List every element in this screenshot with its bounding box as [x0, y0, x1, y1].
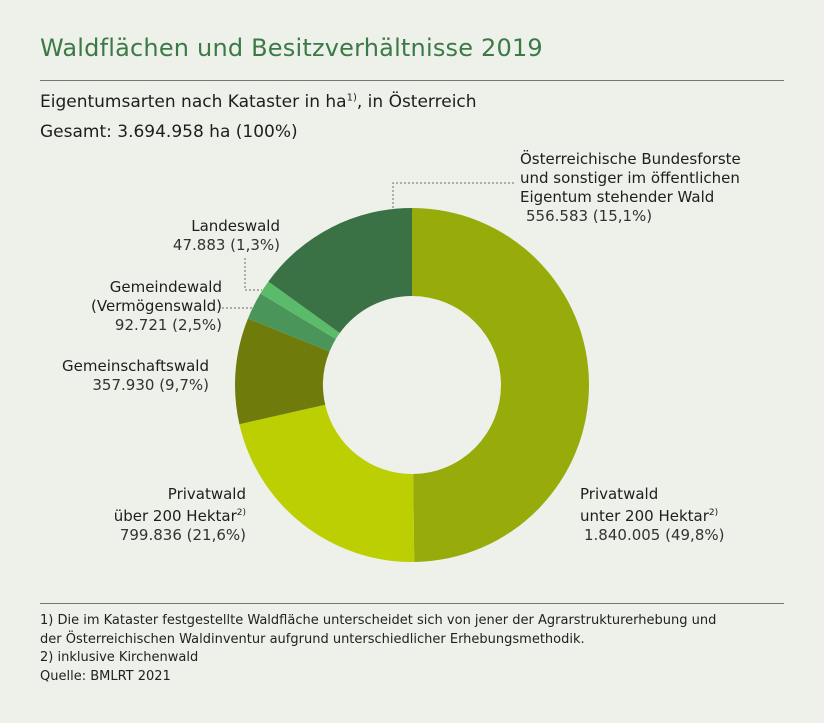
label-line: unter 200 Hektar — [580, 507, 709, 525]
subtitle-text: Eigentumsarten nach Kataster in ha — [40, 92, 347, 112]
data-label: 799.836 (21,6%) — [119, 526, 246, 544]
footnote: der Österreichischen Waldinventur aufgru… — [40, 631, 585, 647]
source-note: Quelle: BMLRT 2021 — [40, 668, 171, 684]
data-label: 556.583 (15,1%) — [526, 207, 653, 225]
donut-slice-2 — [235, 318, 330, 425]
label-line: Privatwald — [580, 485, 659, 503]
label-line: Österreichische Bundesforste — [520, 150, 741, 168]
footnote-mark: 2) — [236, 508, 246, 518]
data-label: 92.721 (2,5%) — [114, 316, 222, 334]
subtitle-suffix: , in Österreich — [356, 92, 477, 112]
footnote: 1) Die im Kataster festgestellte Waldflä… — [40, 613, 717, 628]
label-line: Eigentum stehender Wald — [520, 188, 715, 206]
subtitle-footnote-mark: 1) — [346, 92, 357, 104]
label-line: Privatwald — [167, 485, 246, 503]
label-line: Gemeinschaftswald — [62, 357, 209, 375]
slice-label-bundesforste: Österreichische Bundesforste und sonstig… — [520, 150, 741, 226]
slice-label-privatwald-ueber-200: Privatwald über 200 Hektar2) 799.836 (21… — [114, 485, 246, 545]
slice-label-gemeindewald: Gemeindewald (Vermögenswald) 92.721 (2,5… — [91, 278, 222, 335]
donut-slice-1 — [239, 404, 415, 562]
slice-label-landeswald: Landeswald 47.883 (1,3%) — [173, 217, 280, 255]
leader-line-landeswald — [244, 258, 262, 291]
data-label: 47.883 (1,3%) — [172, 236, 280, 254]
chart-subtitle: Eigentumsarten nach Kataster in ha1), in… — [40, 92, 477, 112]
label-line: Landeswald — [191, 217, 280, 235]
title-divider — [40, 80, 784, 81]
footnote: 2) inklusive Kirchenwald — [40, 650, 199, 665]
donut-slice-3 — [247, 293, 336, 352]
chart-title: Waldflächen und Besitzverhältnisse 2019 — [40, 34, 543, 62]
footnote-mark: 2) — [708, 508, 719, 518]
donut-slice-0 — [412, 208, 589, 562]
slice-label-gemeinschaftswald: Gemeinschaftswald 357.930 (9,7%) — [62, 357, 209, 395]
donut-slice-5 — [268, 208, 412, 333]
footnote-divider — [40, 603, 784, 604]
donut-slice-4 — [260, 281, 340, 340]
total-text: Gesamt: 3.694.958 ha (100%) — [40, 122, 298, 142]
label-line: über 200 Hektar — [113, 507, 237, 525]
label-line: Gemeindewald — [109, 278, 222, 296]
footnotes: 1) Die im Kataster festgestellte Waldflä… — [40, 612, 716, 686]
leader-line-bundesforste — [392, 182, 515, 208]
label-line: und sonstiger im öffentlichen — [520, 169, 740, 187]
data-label: 1.840.005 (49,8%) — [584, 526, 725, 544]
data-label: 357.930 (9,7%) — [92, 376, 209, 394]
label-line: (Vermögenswald) — [91, 297, 222, 315]
slice-label-privatwald-unter-200: Privatwald unter 200 Hektar2) 1.840.005 … — [580, 485, 724, 545]
